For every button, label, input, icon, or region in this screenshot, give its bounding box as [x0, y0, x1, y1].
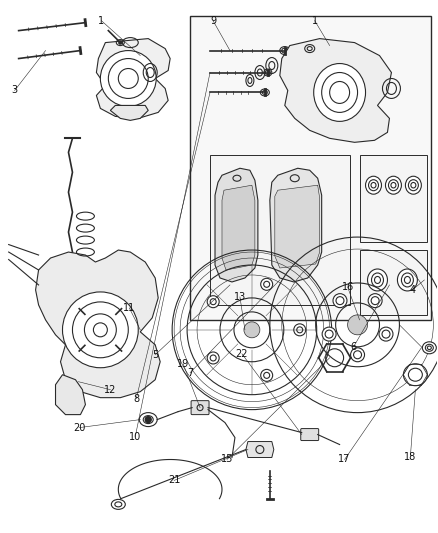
Circle shape [368, 294, 382, 308]
Circle shape [261, 369, 273, 381]
Circle shape [207, 296, 219, 308]
Polygon shape [110, 106, 148, 120]
Circle shape [145, 417, 151, 423]
Polygon shape [246, 441, 274, 457]
Polygon shape [56, 375, 85, 415]
Text: 1: 1 [98, 15, 104, 26]
Text: 19: 19 [177, 359, 189, 369]
Text: 4: 4 [410, 285, 416, 295]
Circle shape [261, 278, 273, 290]
Ellipse shape [111, 499, 125, 510]
Circle shape [333, 294, 347, 308]
Circle shape [379, 327, 393, 341]
Ellipse shape [280, 46, 290, 54]
Ellipse shape [366, 176, 381, 194]
Circle shape [350, 348, 364, 362]
Text: 22: 22 [236, 349, 248, 359]
Ellipse shape [314, 63, 366, 122]
Ellipse shape [139, 413, 157, 426]
Text: 9: 9 [210, 15, 216, 26]
Circle shape [348, 315, 367, 335]
Circle shape [100, 51, 156, 107]
Polygon shape [222, 185, 255, 270]
Ellipse shape [260, 89, 269, 96]
Circle shape [207, 352, 219, 364]
Polygon shape [35, 250, 160, 398]
Polygon shape [210, 155, 350, 305]
Polygon shape [360, 250, 427, 315]
Ellipse shape [385, 176, 401, 194]
FancyBboxPatch shape [191, 401, 209, 415]
Ellipse shape [264, 69, 272, 76]
Text: 15: 15 [221, 455, 233, 464]
Text: 16: 16 [342, 282, 354, 292]
Polygon shape [190, 15, 431, 320]
Circle shape [118, 41, 122, 45]
Circle shape [244, 322, 260, 338]
Text: 3: 3 [11, 85, 18, 95]
Ellipse shape [367, 269, 388, 291]
Ellipse shape [422, 342, 436, 354]
Polygon shape [275, 185, 320, 268]
Text: 7: 7 [187, 368, 193, 378]
Text: 6: 6 [350, 342, 357, 352]
Text: 12: 12 [104, 385, 117, 394]
Circle shape [294, 324, 306, 336]
Ellipse shape [403, 364, 427, 386]
Polygon shape [270, 168, 321, 282]
Text: 5: 5 [152, 350, 158, 360]
Text: 8: 8 [133, 394, 139, 403]
Circle shape [322, 327, 336, 341]
Text: 10: 10 [129, 432, 141, 441]
Text: 17: 17 [339, 455, 351, 464]
Polygon shape [360, 155, 427, 242]
Polygon shape [280, 38, 392, 142]
Ellipse shape [397, 269, 417, 291]
Text: 18: 18 [404, 451, 417, 462]
Text: 13: 13 [234, 292, 246, 302]
Text: 11: 11 [123, 303, 135, 313]
Text: 1: 1 [311, 15, 318, 26]
Ellipse shape [406, 176, 421, 194]
Text: 20: 20 [73, 423, 86, 433]
FancyBboxPatch shape [301, 429, 319, 441]
Polygon shape [215, 168, 258, 282]
Text: 21: 21 [168, 475, 180, 486]
Polygon shape [96, 38, 170, 118]
Circle shape [63, 292, 138, 368]
